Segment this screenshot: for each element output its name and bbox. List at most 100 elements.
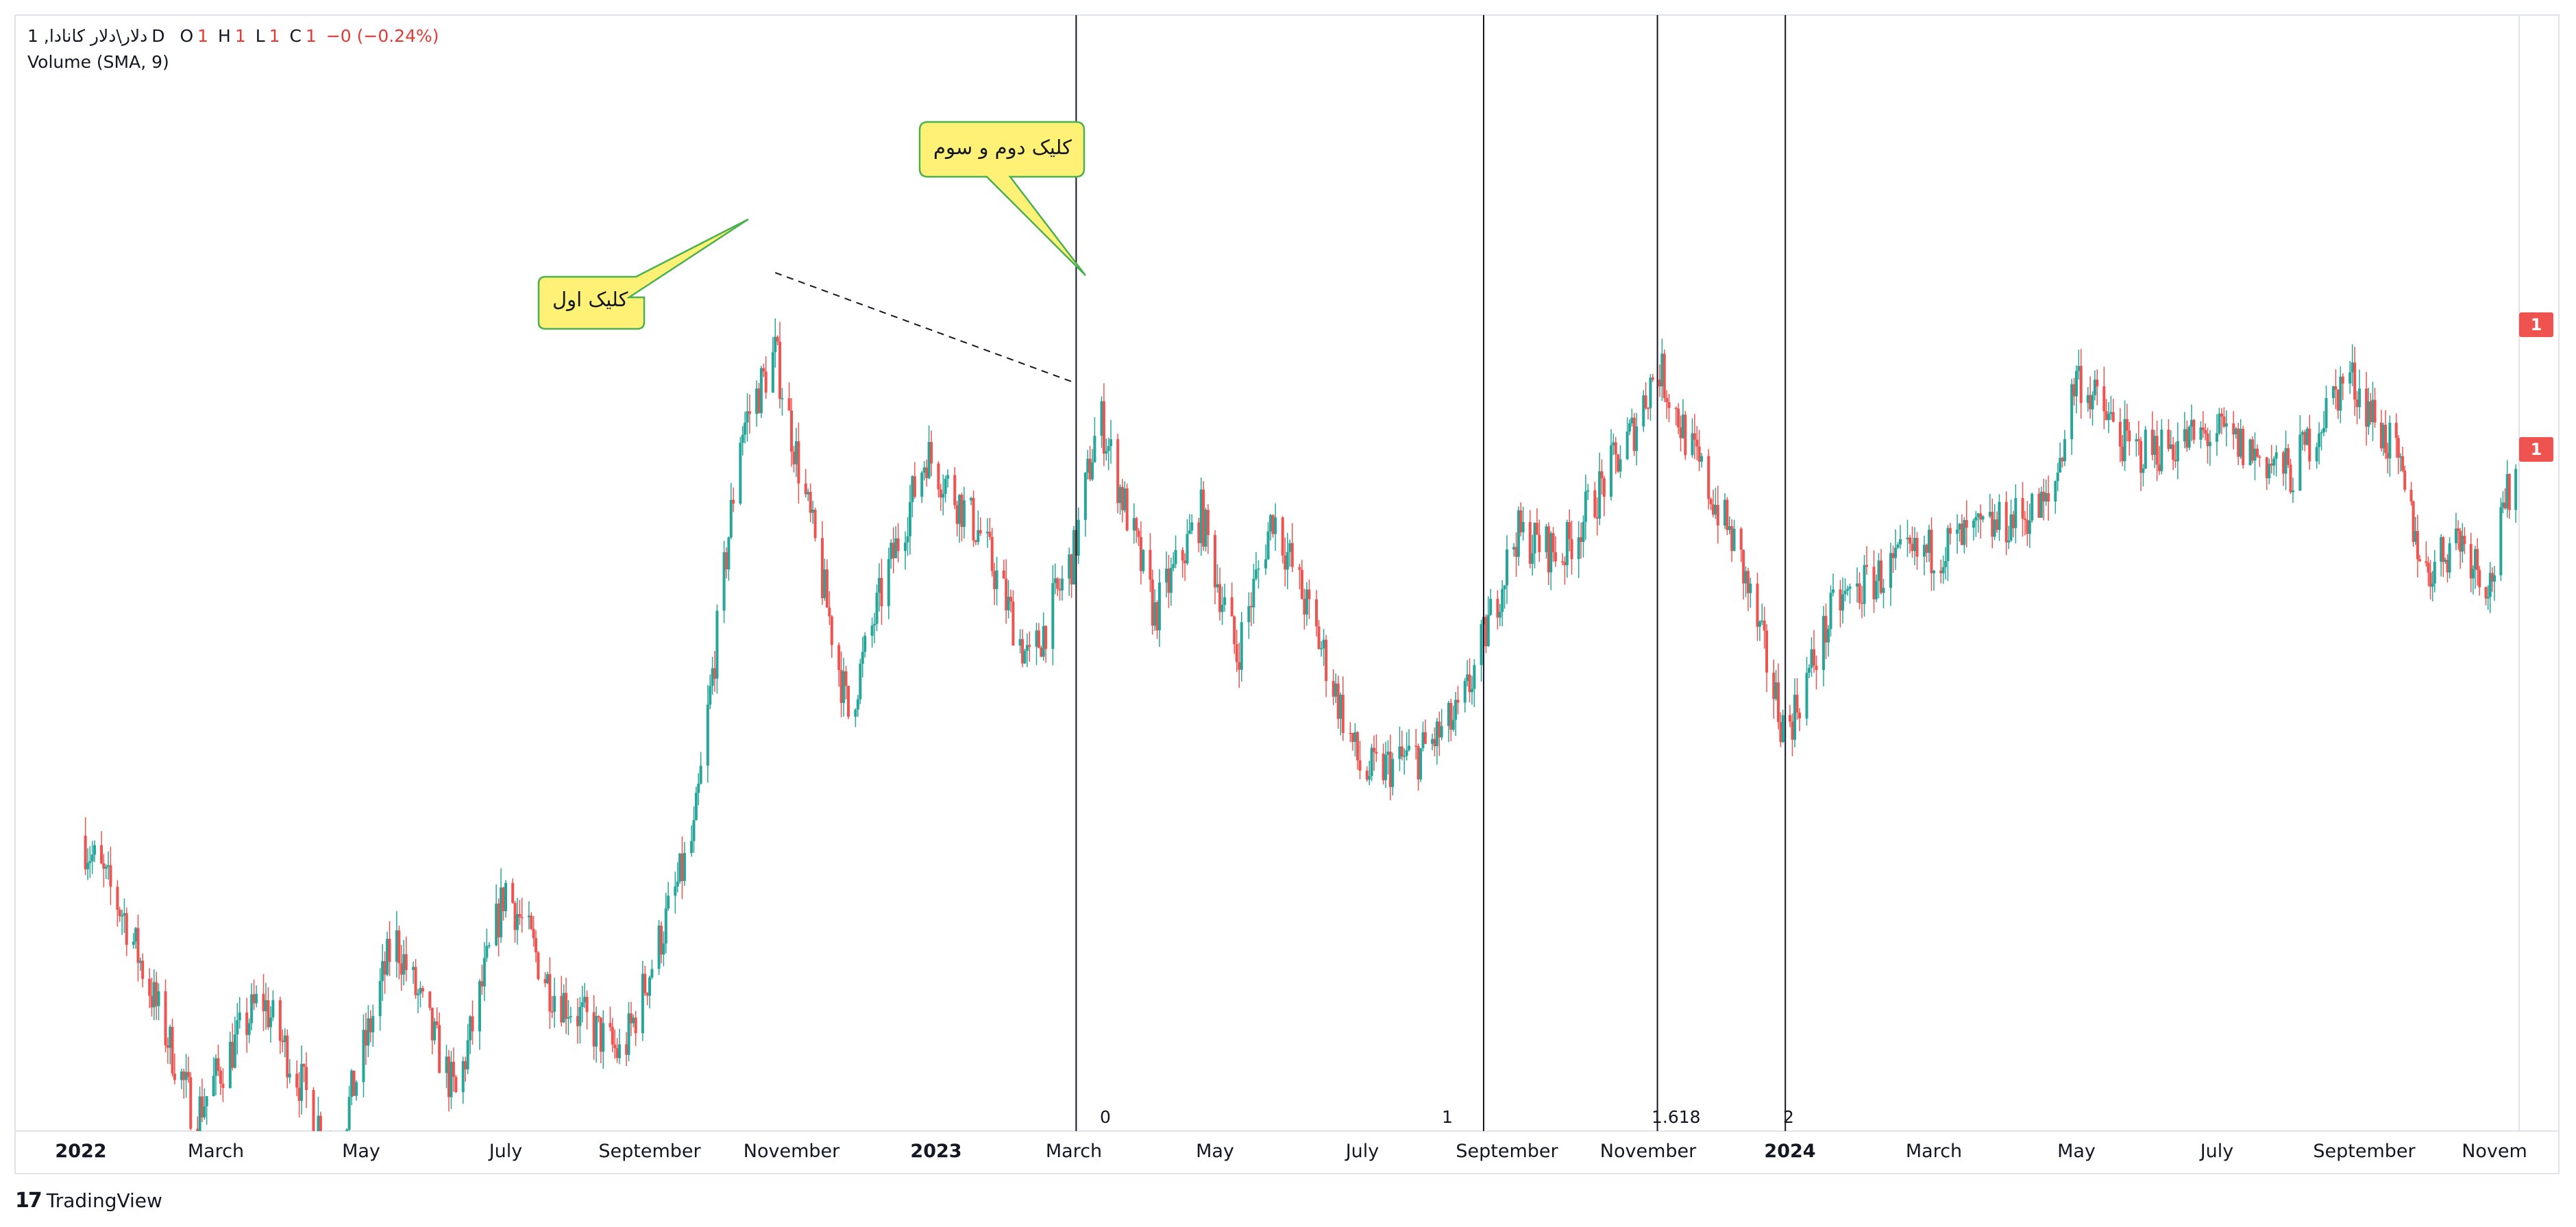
candle-body (576, 1016, 579, 1026)
candle-body (609, 1023, 612, 1028)
candle-body (86, 863, 90, 869)
candle-body (1739, 528, 1743, 550)
candle-body (148, 978, 151, 996)
candle-body (1388, 752, 1392, 787)
candle-body (1600, 471, 1604, 479)
candle-body (727, 537, 731, 570)
candle-body (1109, 439, 1113, 447)
candle-body (1391, 758, 1395, 787)
fib-time-zones[interactable] (1075, 15, 1787, 1131)
candle-body (2096, 380, 2099, 386)
candle-body (2270, 463, 2273, 466)
candle-body (125, 913, 128, 945)
candle-body (1824, 616, 1828, 643)
candle-body (1693, 433, 1696, 440)
candle-body (2348, 372, 2352, 384)
candle-body (762, 368, 765, 372)
candle-body (1865, 565, 1868, 567)
candle-body (2042, 491, 2046, 501)
candle-body (2218, 413, 2221, 434)
candle-body (699, 765, 702, 784)
candle-body (2144, 430, 2147, 469)
candle-body (414, 967, 417, 995)
candle-body (2187, 426, 2191, 448)
candle-body (1116, 439, 1120, 504)
candle-body (1781, 715, 1784, 743)
candle-body (2272, 458, 2276, 466)
tradingview-brand[interactable]: 17 TradingView (15, 1189, 162, 1213)
candle-body (452, 1061, 455, 1077)
candle-body (1658, 380, 1661, 387)
candle-body (1793, 695, 1796, 740)
candle-body (1979, 513, 1983, 520)
candle-body (238, 1012, 241, 1021)
candle-body (1580, 537, 1583, 543)
candle-body (1700, 456, 1704, 462)
candle-body (1933, 570, 1935, 573)
legend-symbol[interactable]: 1 ,دلار\دلار کانادا (27, 26, 148, 46)
volume-indicator-label[interactable]: Volume (SMA, 9) (27, 52, 169, 72)
candle-body (1021, 639, 1025, 664)
callout-first-box[interactable] (537, 218, 749, 330)
candle-body (1538, 534, 1541, 552)
candle-body (2401, 456, 2405, 471)
candle-body (186, 1071, 190, 1078)
candle-body (2059, 458, 2062, 473)
candle-body (930, 442, 933, 464)
candle-body (428, 991, 432, 1008)
candle-body (2303, 432, 2307, 445)
candle-body (1414, 745, 1418, 747)
candle-body (592, 1012, 596, 1047)
candle-body (236, 1020, 239, 1034)
candle-body (1220, 604, 1224, 612)
candle-body (1370, 747, 1373, 776)
candle-body (2137, 439, 2140, 441)
candle-body (487, 945, 491, 947)
candle-body (2253, 448, 2257, 461)
candle-body (1257, 568, 1260, 570)
candle-body (386, 939, 389, 975)
candle-body (1660, 354, 1664, 387)
candle-body (88, 861, 92, 863)
candle-body (741, 434, 744, 443)
candle-body (2403, 470, 2407, 490)
trend-line[interactable] (774, 272, 1077, 384)
candle-body (927, 442, 931, 478)
candle-body (1040, 647, 1043, 657)
time-axis-label: 2024 (1764, 1141, 1816, 1162)
candle-body (136, 928, 140, 963)
candle-body (1264, 559, 1268, 569)
candle-body (548, 974, 552, 1012)
candle-body (1266, 531, 1270, 560)
candle-body (1218, 584, 1222, 612)
candle-body (880, 578, 883, 606)
candle-body (1565, 522, 1569, 566)
candle-body (1915, 538, 1919, 557)
candle-body (283, 1035, 286, 1043)
candle-body (1913, 538, 1916, 551)
candle-body (1009, 597, 1013, 602)
candle-body (565, 993, 568, 1019)
candle-body (781, 398, 784, 399)
candle-body (518, 914, 522, 917)
candle-body (1909, 537, 1911, 544)
candle-body (2023, 519, 2026, 520)
candle-body (319, 1115, 322, 1131)
candle-body (2044, 493, 2048, 501)
candle-body (1238, 662, 1241, 670)
candle-body (569, 1016, 572, 1017)
candle-body (1707, 456, 1710, 499)
candle-body (1336, 683, 1340, 719)
candle-body (2448, 543, 2451, 573)
callout-second-box[interactable] (918, 121, 1086, 276)
candle-body (744, 422, 747, 435)
candle-body (1042, 625, 1045, 657)
candle-body (641, 974, 644, 1034)
candle-body (2123, 419, 2126, 462)
candle-body (1433, 739, 1436, 747)
candle-body (2176, 441, 2179, 462)
candle-body (1993, 519, 1996, 537)
candle-body (150, 995, 154, 1008)
candle-body (856, 699, 859, 710)
